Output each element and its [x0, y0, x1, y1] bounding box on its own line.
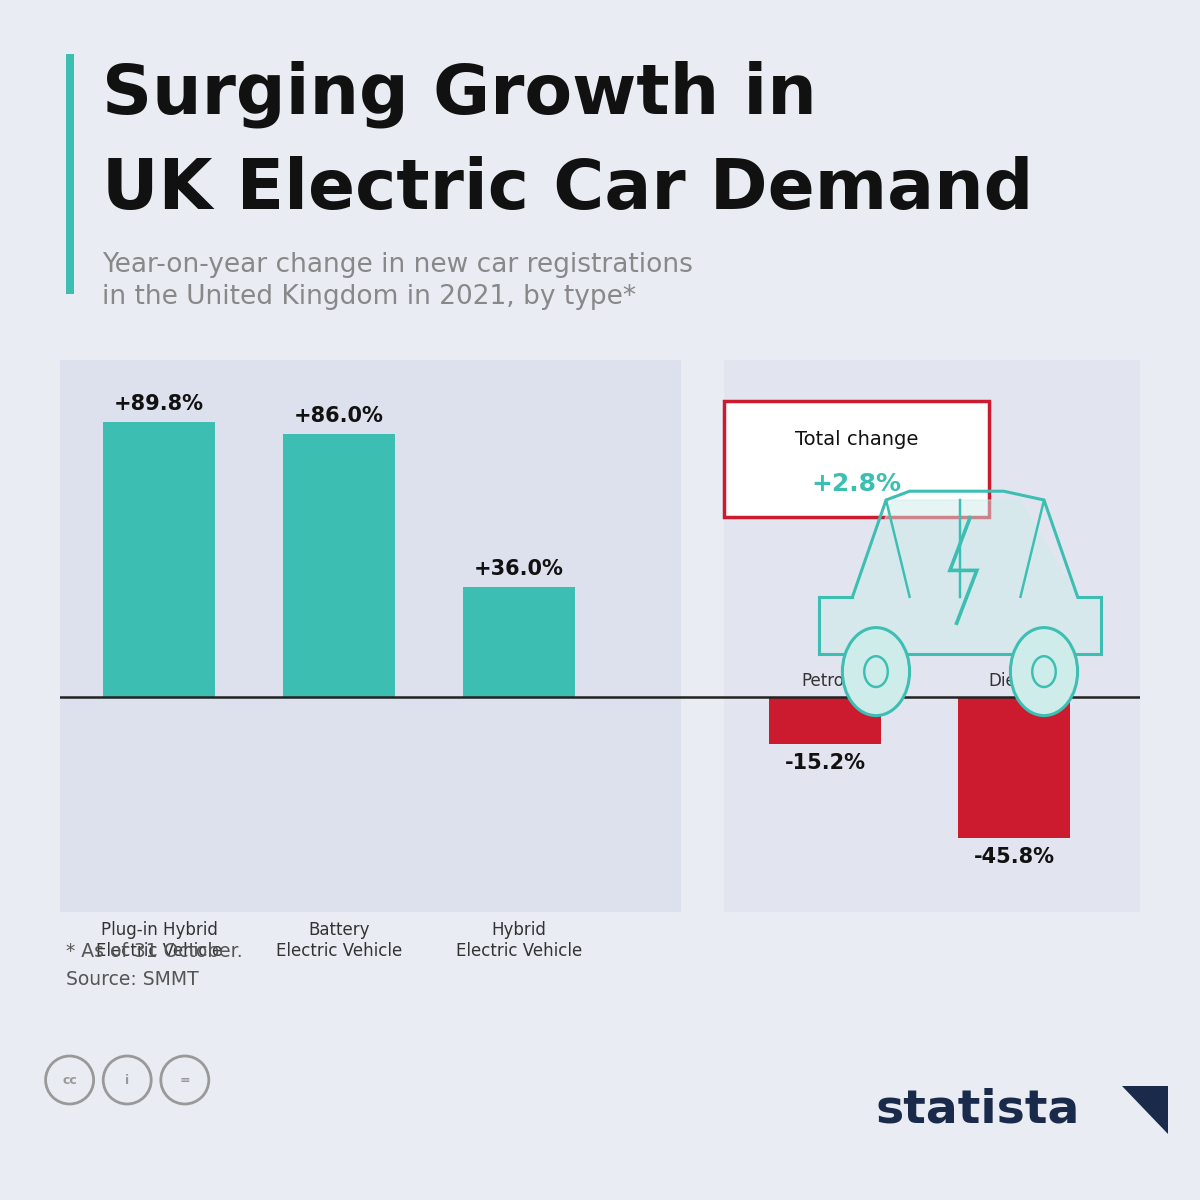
Text: UK Electric Car Demand: UK Electric Car Demand: [102, 156, 1033, 223]
Text: Petrol: Petrol: [802, 672, 848, 690]
Bar: [959, 697, 1070, 838]
Text: Hybrid
Electric Vehicle: Hybrid Electric Vehicle: [456, 922, 582, 960]
Text: +36.0%: +36.0%: [474, 559, 564, 580]
Text: Plug-in Hybrid
Electric Vehicle: Plug-in Hybrid Electric Vehicle: [96, 922, 222, 960]
Text: -45.8%: -45.8%: [973, 847, 1055, 866]
Text: +2.8%: +2.8%: [811, 472, 901, 496]
Text: Total change: Total change: [794, 430, 918, 449]
Text: cc: cc: [62, 1074, 77, 1086]
Text: Surging Growth in: Surging Growth in: [102, 60, 817, 127]
Text: Diesel: Diesel: [989, 672, 1039, 690]
Circle shape: [1010, 628, 1078, 715]
Polygon shape: [1122, 1086, 1168, 1134]
Text: * As of 31 October.: * As of 31 October.: [66, 942, 242, 961]
Text: =: =: [180, 1074, 190, 1086]
FancyBboxPatch shape: [60, 360, 682, 912]
Bar: [283, 433, 395, 697]
Text: i: i: [125, 1074, 130, 1086]
Text: Source: SMMT: Source: SMMT: [66, 970, 199, 989]
Text: in the United Kingdom in 2021, by type*: in the United Kingdom in 2021, by type*: [102, 284, 636, 311]
Text: Year-on-year change in new car registrations: Year-on-year change in new car registrat…: [102, 252, 692, 278]
Polygon shape: [818, 500, 1102, 654]
FancyBboxPatch shape: [725, 360, 1140, 912]
Bar: [769, 697, 881, 744]
FancyBboxPatch shape: [725, 401, 989, 517]
Text: Battery
Electric Vehicle: Battery Electric Vehicle: [276, 922, 402, 960]
Text: +89.8%: +89.8%: [114, 395, 204, 414]
Bar: [103, 422, 215, 697]
Bar: [463, 587, 575, 697]
Text: +86.0%: +86.0%: [294, 406, 384, 426]
Circle shape: [842, 628, 910, 715]
Circle shape: [864, 656, 888, 686]
Text: -15.2%: -15.2%: [785, 754, 865, 773]
Circle shape: [1032, 656, 1056, 686]
Text: statista: statista: [876, 1087, 1080, 1133]
